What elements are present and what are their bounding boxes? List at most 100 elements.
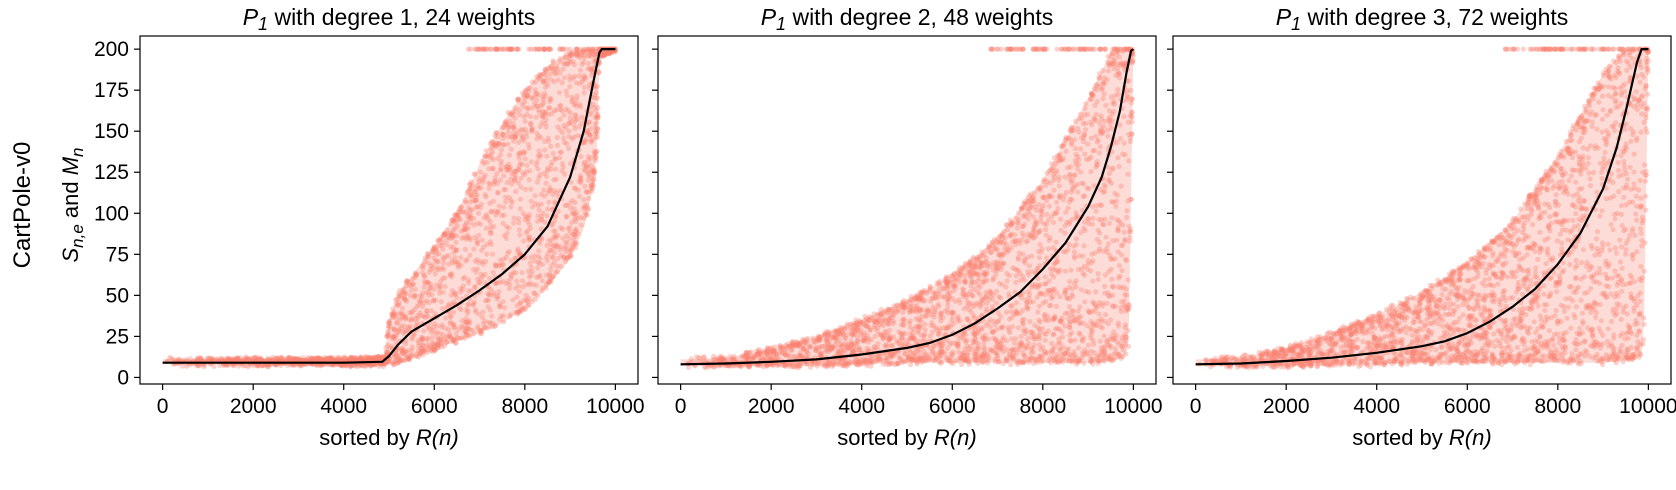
scatter-point [508, 276, 513, 281]
scatter-point [1128, 235, 1133, 240]
scatter-point [1088, 169, 1093, 174]
scatter-point [410, 276, 415, 281]
scatter-point [1112, 256, 1117, 261]
scatter-point [1117, 263, 1122, 268]
scatter-point [1079, 355, 1084, 360]
scatter-point [454, 212, 459, 217]
scatter-point [535, 166, 540, 171]
scatter-point [469, 179, 474, 184]
scatter-point [1103, 312, 1108, 317]
scatter-point [508, 204, 513, 209]
scatter-point [534, 283, 539, 288]
scatter-point [571, 237, 576, 242]
scatter-point [533, 193, 538, 198]
scatter-point [1125, 172, 1130, 177]
scatter-point [1106, 241, 1111, 246]
scatter-point [1066, 346, 1071, 351]
scatter-point [1080, 337, 1085, 342]
scatter-point [981, 280, 986, 285]
scatter-point [551, 228, 556, 233]
scatter-point [553, 233, 558, 238]
scatter-point [558, 107, 563, 112]
scatter-point [1058, 217, 1063, 222]
scatter-point [574, 97, 579, 102]
scatter-point [516, 140, 521, 145]
plot-area [163, 47, 618, 370]
y-tick-label: 0 [117, 366, 129, 389]
scatter-point [498, 152, 503, 157]
scatter-point [506, 167, 511, 172]
scatter-point [961, 294, 966, 299]
scatter-point [979, 325, 984, 330]
scatter-point [327, 356, 332, 361]
scatter-point [1106, 68, 1111, 73]
scatter-point [1128, 227, 1133, 232]
scatter-point [1043, 299, 1048, 304]
scatter-point [595, 115, 600, 120]
scatter-point [509, 147, 514, 152]
scatter-point [894, 361, 899, 366]
scatter-point [553, 270, 558, 275]
scatter-point [443, 315, 448, 320]
scatter-point [1075, 189, 1080, 194]
scatter-point [463, 258, 468, 263]
scatter-point [1097, 246, 1102, 251]
scatter-point [1022, 277, 1027, 282]
scatter-point [529, 159, 534, 164]
scatter-point [586, 196, 591, 201]
scatter-point [523, 307, 528, 312]
scatter-point [1046, 246, 1051, 251]
scatter-point [565, 93, 570, 98]
scatter-point [558, 117, 563, 122]
scatter-point [1063, 249, 1068, 254]
scatter-point [476, 211, 481, 216]
scatter-point [515, 129, 520, 134]
scatter-point [537, 110, 542, 115]
scatter-point [386, 323, 391, 328]
scatter-point [952, 272, 957, 277]
scatter-point-cap [482, 47, 487, 52]
scatter-point [1005, 278, 1010, 283]
scatter-point [987, 245, 992, 250]
scatter-point [999, 347, 1004, 352]
scatter-point [562, 246, 567, 251]
scatter-point [563, 259, 568, 264]
scatter-point [1081, 361, 1086, 366]
scatter-point [501, 125, 506, 130]
scatter-point [1109, 277, 1114, 282]
scatter-point [563, 240, 568, 245]
scatter-point [1117, 122, 1122, 127]
scatter-point-cap [516, 47, 521, 52]
y-tick-label: 100 [94, 202, 129, 225]
scatter-point [561, 136, 566, 141]
scatter-point [525, 214, 530, 219]
scatter-point [1007, 273, 1012, 278]
scatter-point [400, 306, 405, 311]
scatter-point [822, 361, 827, 366]
scatter-point [548, 97, 553, 102]
scatter-point [498, 280, 503, 285]
scatter-point [473, 307, 478, 312]
scatter-point [533, 79, 538, 84]
scatter-point [421, 352, 426, 357]
scatter-point [1048, 266, 1053, 271]
scatter-point [914, 353, 919, 358]
scatter-point [542, 147, 547, 152]
scatter-point [549, 263, 554, 268]
scatter-point [1090, 148, 1095, 153]
scatter-point [495, 210, 500, 215]
scatter-point [474, 204, 479, 209]
scatter-point [1067, 325, 1072, 330]
scatter-point [508, 282, 513, 287]
scatter-point [475, 241, 480, 246]
scatter-point [903, 331, 908, 336]
scatter-point [416, 354, 421, 359]
scatter-point [1067, 219, 1072, 224]
scatter-point [425, 251, 430, 256]
scatter-point [1020, 308, 1025, 313]
scatter-point [409, 336, 414, 341]
scatter-point [524, 112, 529, 117]
scatter-point [1053, 170, 1058, 175]
scatter-point [446, 253, 451, 258]
scatter-point [1056, 175, 1061, 180]
